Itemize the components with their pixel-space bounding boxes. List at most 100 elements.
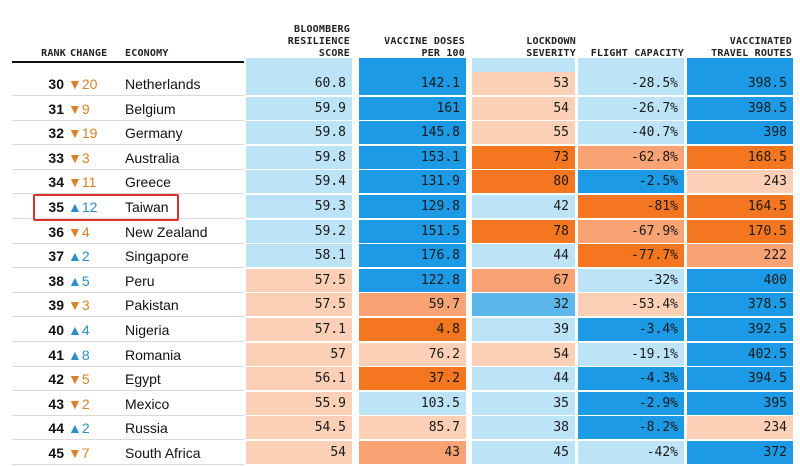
rank-value: 41 bbox=[48, 346, 64, 363]
travel-routes-cell: 168.5 bbox=[687, 145, 793, 169]
row-divider bbox=[12, 464, 244, 465]
economy-name: Netherlands bbox=[125, 76, 201, 92]
row-divider bbox=[12, 267, 244, 269]
economy-name: Singapore bbox=[125, 248, 189, 265]
vaccine-doses-cell: 59.7 bbox=[359, 293, 466, 317]
economy-name: Australia bbox=[125, 149, 180, 166]
rank-value: 40 bbox=[48, 322, 64, 338]
resilience-score-cell: 54.5 bbox=[246, 416, 352, 440]
routes-header-line: TRAVEL ROUTES bbox=[711, 48, 792, 59]
table-row: 40 ▲4 Nigeria 57.1 4.8 39 -3.4% 392.5 bbox=[0, 318, 800, 342]
lockdown-severity-cell: 38 bbox=[472, 416, 575, 440]
flight-capacity-cell: -2.5% bbox=[578, 170, 684, 194]
resilience-score-cell: 59.8 bbox=[246, 121, 352, 145]
vaccine-doses-cell: 142.1 bbox=[359, 72, 466, 95]
travel-routes-cell: 402.5 bbox=[687, 342, 793, 366]
row-divider bbox=[12, 316, 244, 318]
lockdown-severity-cell: 42 bbox=[472, 195, 575, 218]
flight-capacity-cell: -81% bbox=[578, 195, 684, 218]
lockdown-severity-cell: 35 bbox=[472, 391, 575, 415]
table-row: 45 ▼7 South Africa 54 43 45 -42% 372 bbox=[0, 441, 800, 465]
row-divider bbox=[12, 242, 244, 244]
economy-name: Mexico bbox=[125, 395, 170, 412]
table-row: 34 ▼11 Greece 59.4 131.9 80 -2.5% 243 bbox=[0, 170, 800, 194]
economy-name: Nigeria bbox=[125, 322, 170, 338]
table-row: 33 ▼3 Australia 59.8 153.1 73 -62.8% 168.5 bbox=[0, 145, 800, 170]
rank-change-down: ▼4 bbox=[68, 223, 90, 240]
travel-routes-cell: 243 bbox=[687, 170, 793, 194]
economy-name: Taiwan bbox=[125, 199, 169, 215]
travel-routes-cell: 170.5 bbox=[687, 219, 793, 243]
rank-change-up: ▲2 bbox=[68, 420, 90, 437]
resilience-score-cell: 54 bbox=[246, 441, 352, 464]
rank-value: 38 bbox=[48, 272, 64, 289]
routes-header-line: VACCINATED bbox=[729, 36, 792, 47]
lockdown-severity-cell: 78 bbox=[472, 219, 575, 243]
flight-capacity-cell: -8.2% bbox=[578, 416, 684, 440]
lockdown-severity-cell: 45 bbox=[472, 441, 575, 464]
flight-capacity-cell bbox=[578, 58, 684, 72]
rank-change-down: ▼7 bbox=[68, 445, 90, 461]
table-row: 42 ▼5 Egypt 56.1 37.2 44 -4.3% 394.5 bbox=[0, 367, 800, 391]
rank-value: 35 bbox=[48, 199, 64, 215]
vaccine-doses-cell: 145.8 bbox=[359, 121, 466, 145]
lockdown-header: LOCKDOWN SEVERITY bbox=[472, 16, 576, 60]
partial-table-row bbox=[0, 58, 800, 72]
flight-capacity-cell: -26.7% bbox=[578, 96, 684, 120]
table-row: 32 ▼19 Germany 59.8 145.8 55 -40.7% 398 bbox=[0, 121, 800, 145]
flight-capacity-cell: -3.4% bbox=[578, 318, 684, 341]
rank-change-up: ▲2 bbox=[68, 248, 90, 265]
row-divider bbox=[12, 144, 244, 146]
lockdown-severity-cell bbox=[472, 58, 575, 72]
vaccine-doses-cell: 176.8 bbox=[359, 244, 466, 268]
table-row: 31 ▼9 Belgium 59.9 161 54 -26.7% 398.5 bbox=[0, 96, 800, 121]
rank-header-label: RANK bbox=[41, 48, 66, 59]
rank-change-up: ▲8 bbox=[68, 346, 90, 363]
resilience-score-cell: 59.3 bbox=[246, 195, 352, 218]
row-divider bbox=[12, 341, 244, 342]
row-divider bbox=[12, 218, 244, 219]
routes-header: VACCINATED TRAVEL ROUTES bbox=[688, 16, 792, 60]
header-rule bbox=[12, 61, 244, 63]
row-divider bbox=[12, 439, 244, 441]
resilience-score-cell: 59.8 bbox=[246, 145, 352, 169]
lockdown-header-line: LOCKDOWN bbox=[526, 36, 576, 47]
economy-name: South Africa bbox=[125, 445, 201, 461]
rank-header: RANK bbox=[28, 16, 66, 60]
lockdown-severity-cell: 54 bbox=[472, 96, 575, 120]
table-row: 41 ▲8 Romania 57 76.2 54 -19.1% 402.5 bbox=[0, 342, 800, 367]
row-divider bbox=[12, 414, 244, 416]
rank-value: 33 bbox=[48, 149, 64, 166]
flight-capacity-cell: -53.4% bbox=[578, 293, 684, 317]
travel-routes-cell: 234 bbox=[687, 416, 793, 440]
travel-routes-cell: 400 bbox=[687, 268, 793, 292]
flight-header-line: FLIGHT CAPACITY bbox=[590, 48, 684, 59]
flight-capacity-cell: -19.1% bbox=[578, 342, 684, 366]
row-divider bbox=[12, 291, 244, 293]
rank-value: 44 bbox=[48, 420, 64, 437]
table-row: 39 ▼3 Pakistan 57.5 59.7 32 -53.4% 378.5 bbox=[0, 293, 800, 317]
row-divider bbox=[12, 119, 244, 121]
lockdown-severity-cell: 53 bbox=[472, 72, 575, 95]
vaccine-doses-cell bbox=[359, 58, 466, 72]
lockdown-severity-cell: 39 bbox=[472, 318, 575, 341]
vaccine-doses-cell: 103.5 bbox=[359, 391, 466, 415]
vaccine-doses-cell: 37.2 bbox=[359, 367, 466, 391]
resilience-header-line: RESILIENCE bbox=[287, 36, 350, 47]
economy-name: Russia bbox=[125, 420, 168, 437]
rank-value: 43 bbox=[48, 395, 64, 412]
rank-change-down: ▼20 bbox=[68, 76, 98, 92]
taiwan-highlight-box bbox=[33, 194, 179, 221]
travel-routes-cell: 398 bbox=[687, 121, 793, 145]
flight-capacity-cell: -67.9% bbox=[578, 219, 684, 243]
rank-value: 32 bbox=[48, 125, 64, 142]
row-divider bbox=[12, 168, 244, 170]
row-divider bbox=[12, 365, 244, 367]
table-row: 38 ▲5 Peru 57.5 122.8 67 -32% 400 bbox=[0, 268, 800, 293]
lockdown-severity-cell: 44 bbox=[472, 367, 575, 391]
economy-name: Germany bbox=[125, 125, 183, 142]
rank-value: 45 bbox=[48, 445, 64, 461]
rank-change-down: ▼11 bbox=[68, 174, 97, 191]
lockdown-severity-cell: 55 bbox=[472, 121, 575, 145]
resilience-score-cell bbox=[246, 58, 352, 72]
